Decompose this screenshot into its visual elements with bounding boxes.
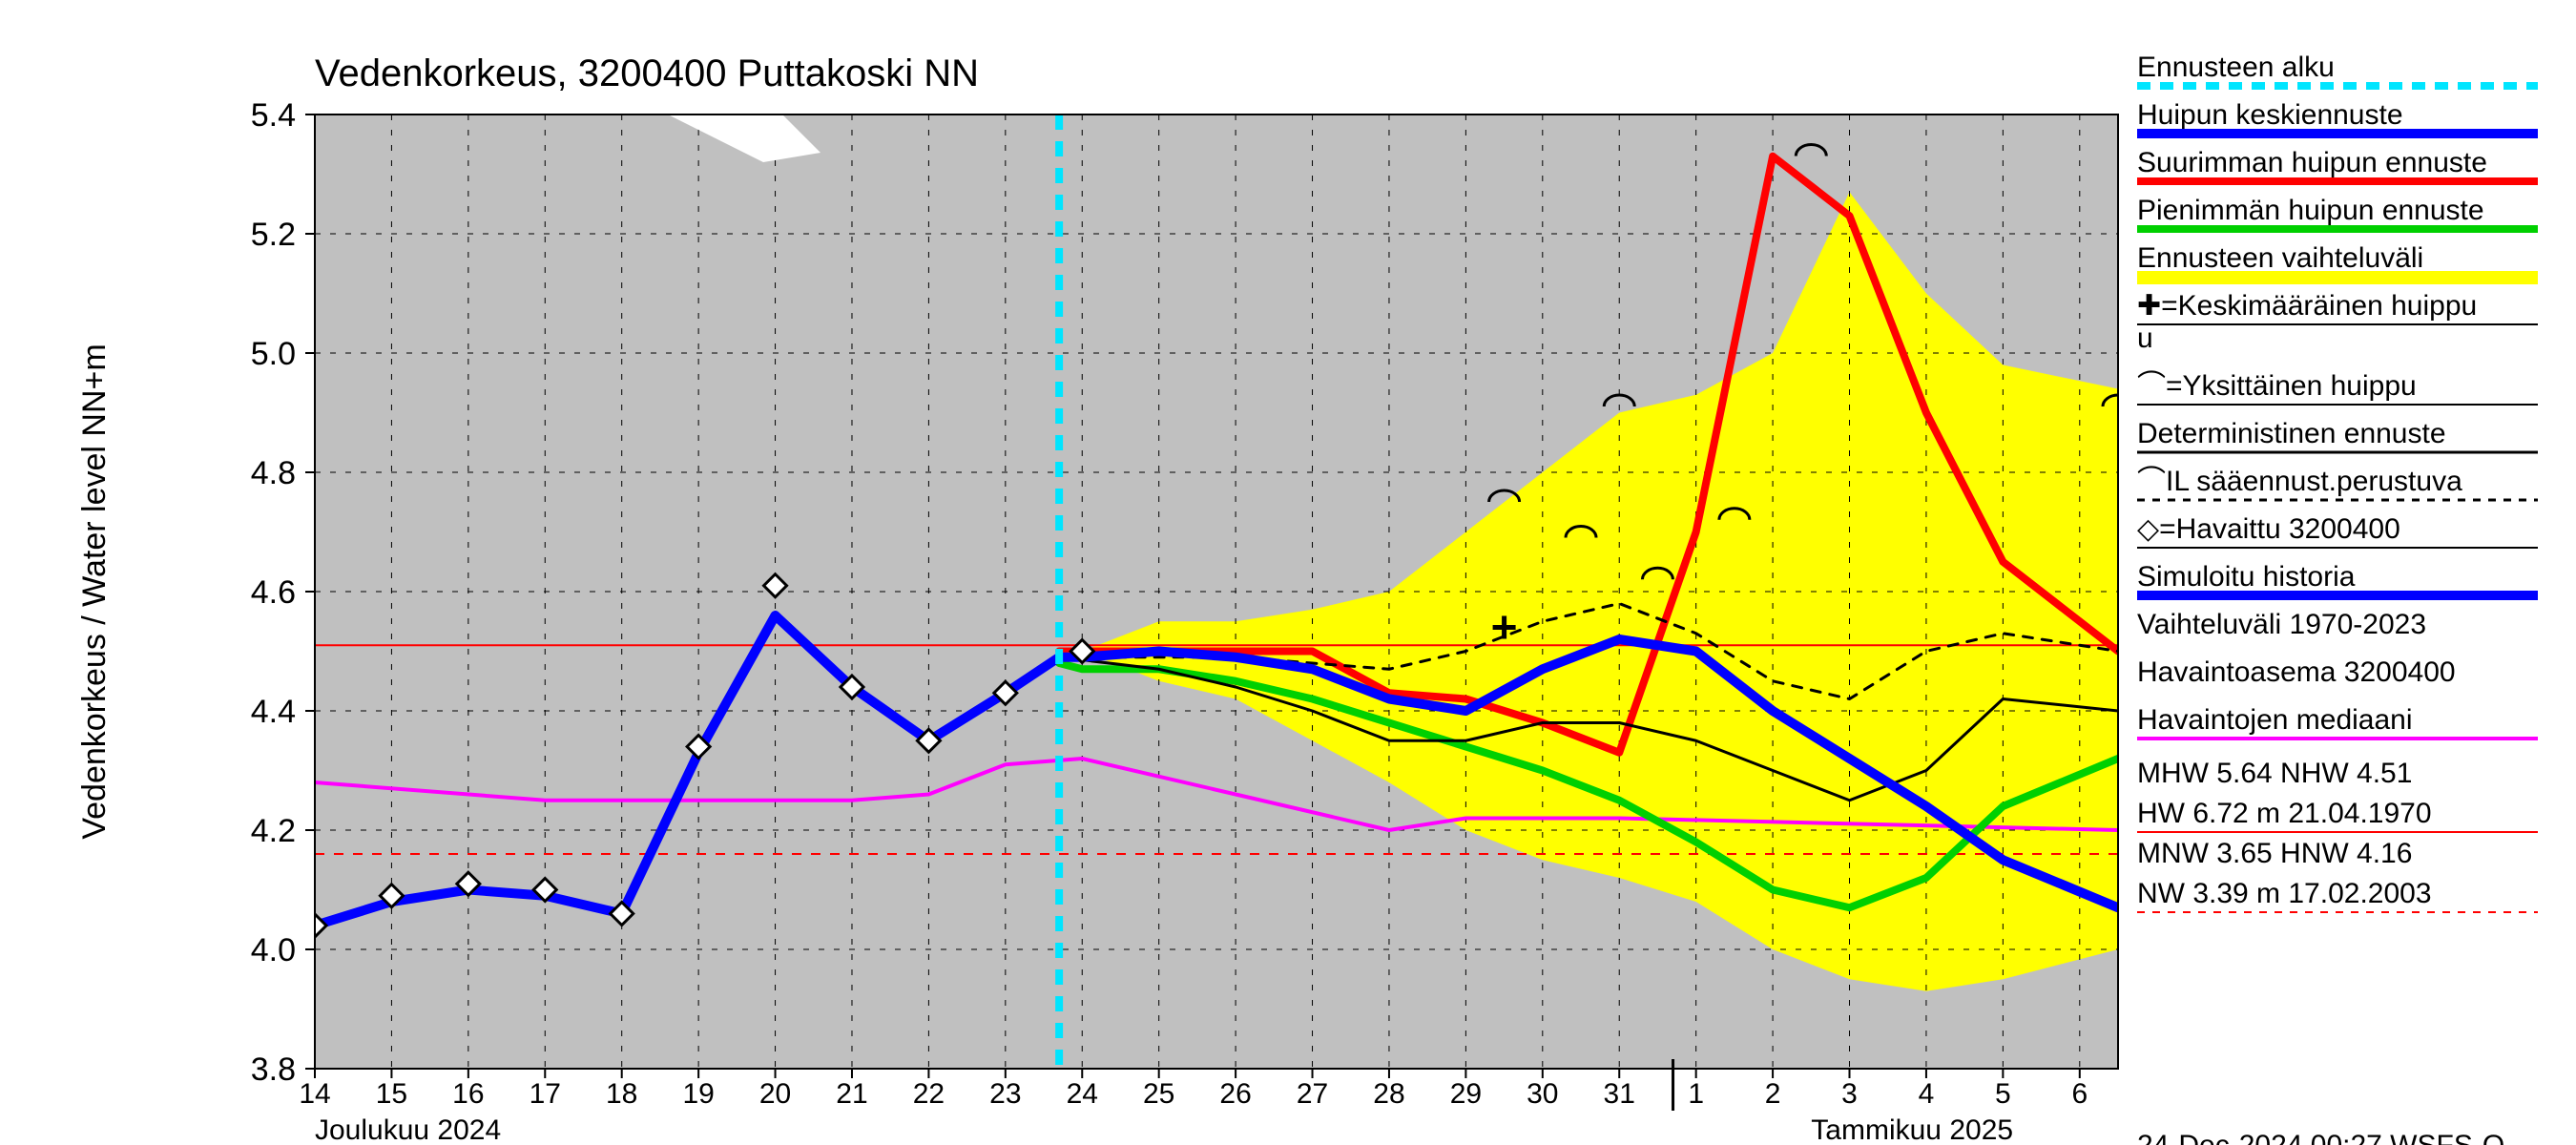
svg-text:5.2: 5.2: [251, 217, 296, 253]
svg-text:4: 4: [1919, 1078, 1935, 1110]
legend-label: Vaihteluväli 1970-2023: [2137, 609, 2426, 640]
legend-label: Havaintoasema 3200400: [2137, 656, 2456, 688]
svg-text:5: 5: [1995, 1078, 2011, 1110]
legend-label: Pienimmän huipun ennuste: [2137, 195, 2484, 226]
svg-text:27: 27: [1297, 1078, 1328, 1110]
legend-label: ⌒=Yksittäinen huippu: [2137, 370, 2417, 402]
svg-text:16: 16: [452, 1078, 484, 1110]
svg-text:28: 28: [1373, 1078, 1404, 1110]
x-month-fi: Joulukuu 2024: [315, 1114, 501, 1145]
svg-text:u: u: [2137, 323, 2153, 354]
legend-label: Suurimman huipun ennuste: [2137, 147, 2487, 178]
legend-label: ✚=Keskimääräinen huippu: [2137, 290, 2477, 322]
svg-text:19: 19: [682, 1078, 714, 1110]
legend-label: Ennusteen vaihteluväli: [2137, 242, 2423, 274]
svg-text:24: 24: [1067, 1078, 1098, 1110]
svg-text:17: 17: [530, 1078, 561, 1110]
svg-text:3: 3: [1841, 1078, 1858, 1110]
svg-text:4.6: 4.6: [251, 574, 296, 611]
legend-stat: MNW 3.65 HNW 4.16: [2137, 838, 2412, 869]
legend-stat: HW 6.72 m 21.04.1970: [2137, 798, 2432, 829]
legend-label: Huipun keskiennuste: [2137, 99, 2403, 131]
footer-timestamp: 24-Dec-2024 00:27 WSFS-O: [2137, 1130, 2504, 1145]
svg-text:23: 23: [989, 1078, 1021, 1110]
svg-text:4.4: 4.4: [251, 694, 296, 730]
legend-label: Simuloitu historia: [2137, 561, 2356, 593]
legend-label: Deterministinen ennuste: [2137, 418, 2446, 449]
svg-text:5.4: 5.4: [251, 97, 296, 134]
svg-text:21: 21: [836, 1078, 867, 1110]
svg-text:6: 6: [2071, 1078, 2088, 1110]
svg-text:18: 18: [606, 1078, 637, 1110]
svg-text:4.8: 4.8: [251, 455, 296, 491]
svg-text:4.2: 4.2: [251, 813, 296, 849]
svg-text:2: 2: [1765, 1078, 1781, 1110]
legend-swatch: [2137, 271, 2538, 284]
chart-title: Vedenkorkeus, 3200400 Puttakoski NN: [315, 52, 979, 94]
svg-text:31: 31: [1604, 1078, 1635, 1110]
svg-text:26: 26: [1219, 1078, 1251, 1110]
y-axis-label: Vedenkorkeus / Water level NN+m: [76, 344, 113, 839]
svg-text:25: 25: [1143, 1078, 1174, 1110]
legend-label: Havaintojen mediaani: [2137, 704, 2413, 736]
svg-text:4.0: 4.0: [251, 932, 296, 968]
svg-text:20: 20: [759, 1078, 791, 1110]
legend-label: ⌒IL sääennust.perustuva: [2137, 466, 2462, 497]
svg-text:5.0: 5.0: [251, 336, 296, 372]
svg-text:14: 14: [299, 1078, 330, 1110]
svg-text:1: 1: [1688, 1078, 1704, 1110]
svg-text:22: 22: [913, 1078, 945, 1110]
legend-label: ◇=Havaittu 3200400: [2137, 513, 2400, 545]
svg-text:3.8: 3.8: [251, 1051, 296, 1088]
legend-stat: MHW 5.64 NHW 4.51: [2137, 758, 2412, 789]
legend-label: Ennusteen alku: [2137, 52, 2335, 83]
water-level-chart: 3.84.04.24.44.64.85.05.25.41415161718192…: [0, 0, 2576, 1145]
svg-text:30: 30: [1527, 1078, 1558, 1110]
x-month2-fi: Tammikuu 2025: [1811, 1114, 2013, 1145]
legend-stat: NW 3.39 m 17.02.2003: [2137, 878, 2432, 909]
svg-text:15: 15: [376, 1078, 407, 1110]
svg-text:29: 29: [1450, 1078, 1482, 1110]
